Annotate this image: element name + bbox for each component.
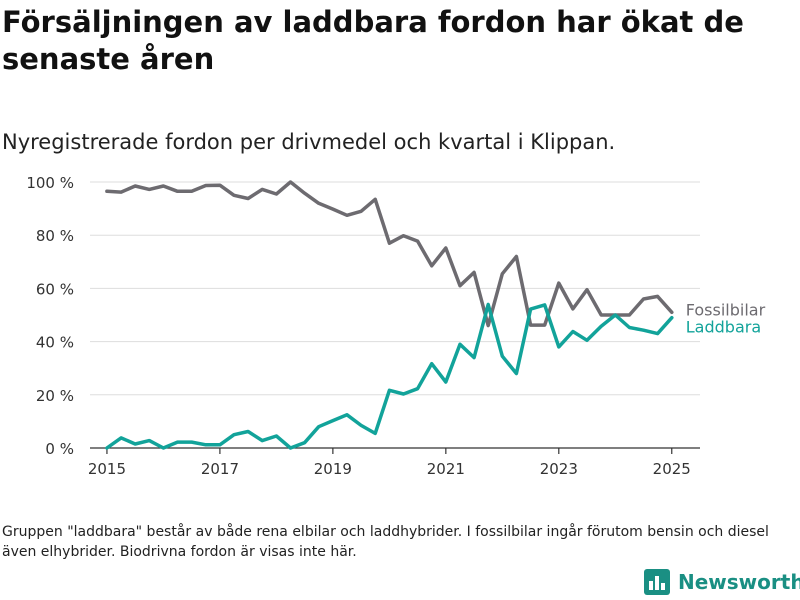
newsworthy-logo-icon: [644, 569, 670, 595]
brand-name: Newsworthy: [678, 570, 800, 594]
x-tick-label: 2021: [427, 460, 465, 478]
series-label-fossilbilar: Fossilbilar: [686, 300, 766, 319]
chart-title: Försäljningen av laddbara fordon har öka…: [2, 5, 744, 76]
y-tick-label: 0 %: [45, 440, 74, 458]
brand-logo: Newsworthy: [644, 568, 800, 596]
line-chart: 0 % 20 % 40 % 60 % 80 % 100 % 2015 2017 2019 2021…: [26, 174, 766, 478]
x-tick-label: 2017: [201, 460, 239, 478]
series-line-fossilbilar: [105, 180, 674, 328]
footnote: Gruppen "laddbara" består av både rena e…: [2, 524, 769, 560]
chart-subtitle: Nyregistrerade fordon per drivmedel och …: [2, 130, 616, 154]
y-tick-label: 40 %: [36, 334, 74, 352]
x-tick-label: 2015: [88, 460, 126, 478]
x-tick-label: 2023: [540, 460, 578, 478]
series-label-laddbara: Laddbara: [686, 318, 761, 337]
y-tick-label: 80 %: [36, 227, 74, 245]
y-tick-label: 100 %: [26, 174, 74, 192]
x-tick-label: 2025: [653, 460, 691, 478]
x-tick-label: 2019: [314, 460, 352, 478]
series-line-laddbara: [105, 302, 674, 450]
y-tick-label: 60 %: [36, 280, 74, 298]
y-tick-label: 20 %: [36, 387, 74, 405]
